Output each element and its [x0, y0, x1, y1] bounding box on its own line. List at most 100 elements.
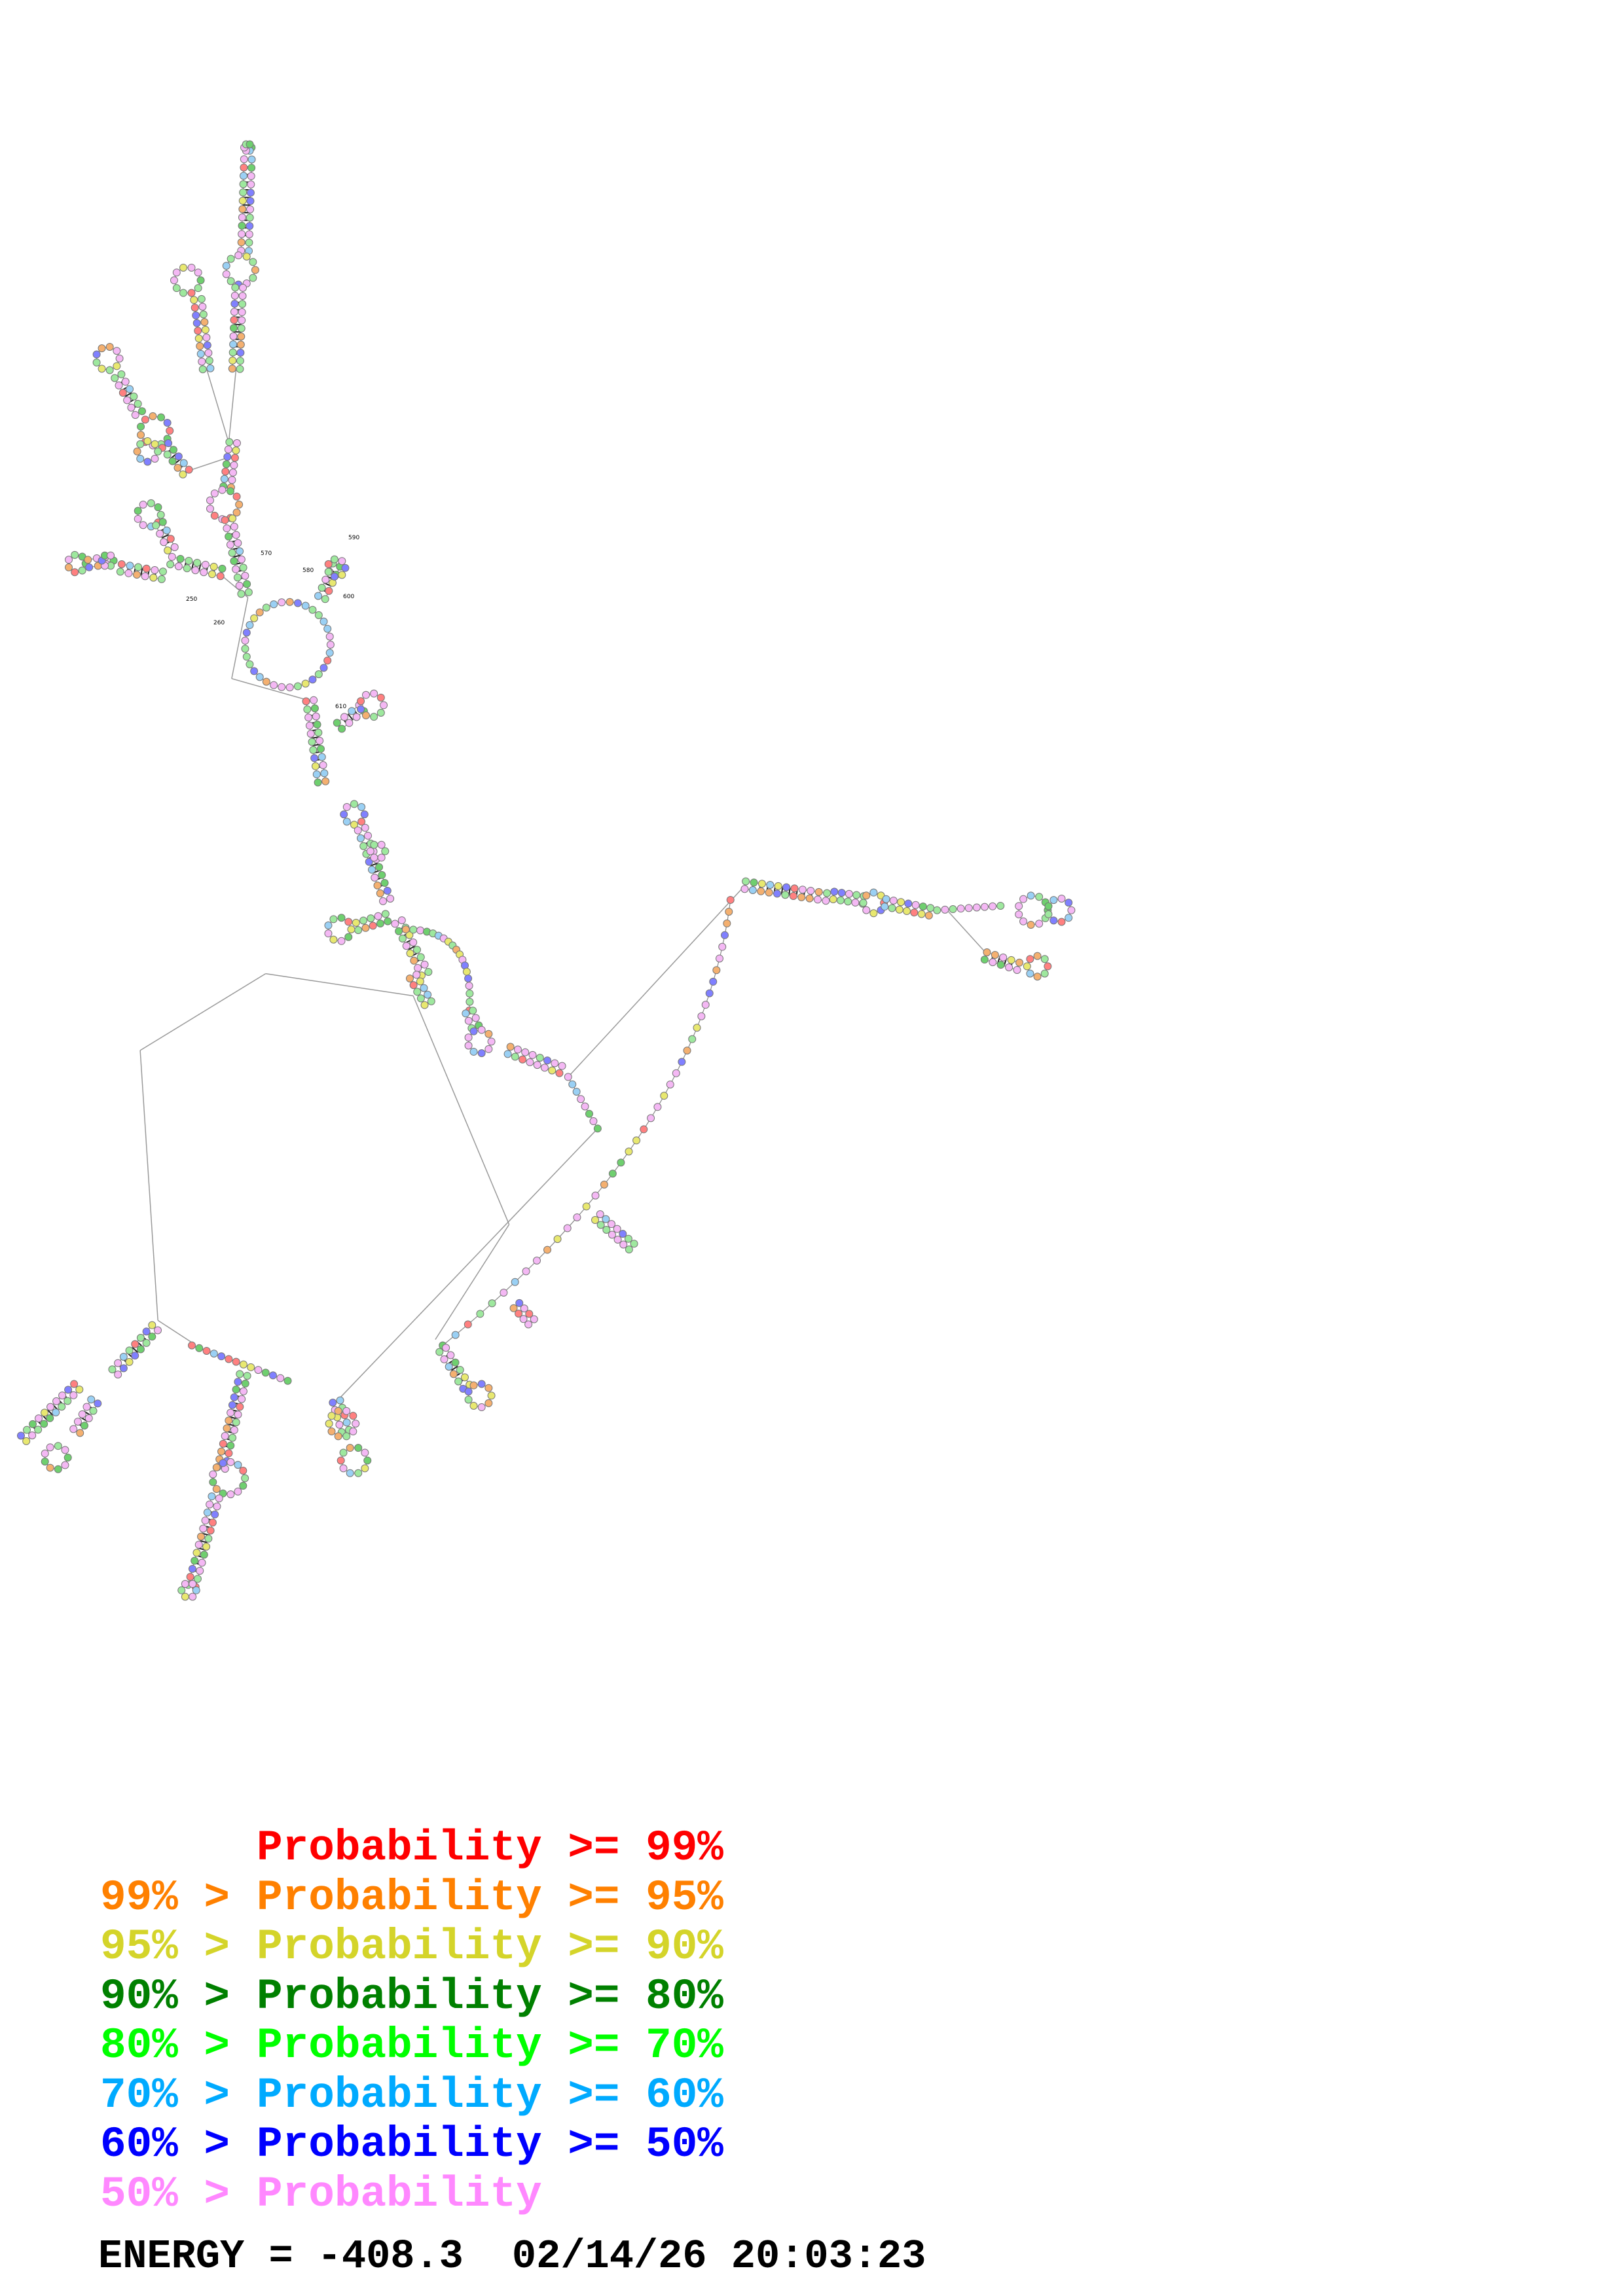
backbone-link	[232, 518, 249, 592]
backbone-links	[20, 143, 1072, 1598]
nucleotide	[189, 1592, 197, 1601]
nucleotide	[895, 905, 903, 914]
position-label: 590	[348, 535, 359, 541]
nucleotide	[131, 410, 139, 419]
nucleotide	[361, 691, 370, 699]
nucleotide	[522, 1267, 530, 1276]
nucleotide	[143, 457, 152, 466]
nucleotide	[157, 575, 166, 583]
nucleotide	[983, 948, 991, 957]
nucleotide	[515, 1299, 524, 1307]
nucleotide	[200, 568, 208, 577]
nucleotide	[830, 888, 839, 896]
nucleotide	[183, 564, 191, 573]
nucleotide	[151, 440, 159, 448]
nucleotide	[105, 342, 114, 351]
nucleotide	[239, 171, 247, 180]
nucleotide	[1015, 958, 1024, 967]
nucleotide	[406, 949, 414, 958]
nucleotide	[211, 1510, 219, 1518]
nucleotide	[261, 1369, 270, 1377]
nucleotide	[405, 931, 414, 939]
legend-prefix: 60% >	[100, 2120, 230, 2169]
nucleotide	[564, 1073, 572, 1081]
nucleotide	[386, 894, 395, 903]
nucleotide	[250, 667, 259, 675]
nucleotide	[223, 524, 231, 533]
nucleotide	[477, 1380, 486, 1388]
nucleotide	[311, 762, 319, 770]
nucleotide	[270, 681, 278, 689]
nucleotide	[134, 563, 143, 571]
nucleotide	[127, 403, 136, 412]
nucleotide	[640, 1125, 648, 1134]
nucleotide	[305, 721, 314, 730]
legend-label: Probability >= 70%	[257, 2021, 723, 2070]
nucleotide	[221, 467, 230, 476]
nucleotide	[844, 897, 852, 906]
nucleotide	[239, 1482, 247, 1490]
nucleotide	[136, 1333, 145, 1342]
nucleotide	[469, 1007, 477, 1015]
nucleotide	[238, 230, 246, 238]
nucleotide	[748, 886, 757, 895]
nucleotide	[338, 557, 346, 565]
nucleotide	[1040, 955, 1049, 963]
nucleotide	[206, 496, 214, 505]
nucleotide	[346, 1469, 354, 1477]
nucleotide	[179, 470, 187, 478]
nucleotide	[740, 885, 749, 893]
nucleotide	[310, 704, 319, 713]
nucleotide	[196, 350, 205, 358]
nucleotide	[359, 842, 368, 850]
nucleotide	[957, 905, 965, 913]
nucleotide	[243, 580, 251, 588]
nucleotide	[208, 1492, 216, 1501]
nucleotide	[192, 1549, 201, 1557]
backbone-link	[124, 392, 132, 397]
nucleotide	[152, 521, 160, 529]
nucleotide	[234, 251, 243, 260]
nucleotide	[237, 332, 246, 341]
nucleotide	[114, 1359, 122, 1367]
nucleotide	[188, 1341, 196, 1350]
nucleotide	[125, 1346, 134, 1355]
nucleotide	[484, 1384, 493, 1392]
nucleotide	[162, 526, 171, 535]
nucleotide	[619, 1240, 628, 1249]
nucleotide	[241, 1474, 249, 1482]
nucleotide	[310, 696, 318, 704]
nucleotide	[177, 1586, 186, 1594]
nucleotide	[515, 1309, 523, 1318]
nucleotide	[219, 1439, 227, 1448]
nucleotide	[1044, 902, 1053, 910]
nucleotide	[1027, 891, 1035, 900]
nucleotide	[321, 575, 330, 584]
nucleotide	[712, 966, 721, 975]
nucleotide	[164, 439, 173, 448]
nucleotide	[92, 350, 101, 359]
nucleotide	[71, 568, 79, 577]
nucleotide	[910, 908, 919, 917]
nucleotide	[173, 463, 182, 472]
nucleotide	[239, 1387, 247, 1395]
nucleotide	[316, 745, 325, 753]
nucleotide	[54, 1465, 62, 1473]
nucleotide	[376, 919, 384, 927]
nucleotide	[416, 994, 425, 1003]
nucleotide	[116, 567, 124, 576]
nucleotide	[464, 1320, 472, 1329]
nucleotide	[348, 707, 356, 715]
position-label: 250	[186, 596, 197, 603]
nucleotide	[366, 847, 374, 855]
nucleotide	[249, 258, 257, 266]
nucleotide	[117, 560, 126, 569]
nucleotide	[697, 1012, 706, 1020]
nucleotide	[255, 608, 264, 617]
nucleotide	[230, 324, 238, 332]
nucleotide	[558, 1062, 566, 1070]
nucleotide	[235, 581, 244, 590]
nucleotide	[191, 304, 199, 312]
nucleotide	[533, 1256, 541, 1265]
nucleotide	[218, 564, 227, 573]
